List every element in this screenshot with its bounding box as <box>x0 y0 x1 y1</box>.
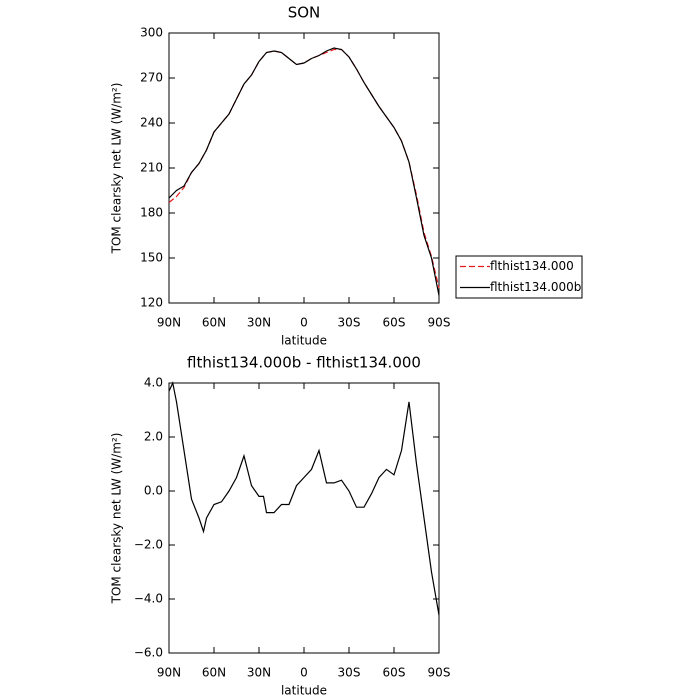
x-tick-label: 90S <box>428 316 451 330</box>
y-tick-label: 2.0 <box>144 430 163 444</box>
y-axis-label: TOM clearsky net LW (W/m²) <box>110 83 124 255</box>
y-tick-label: 4.0 <box>144 376 163 390</box>
x-tick-label: 90S <box>428 666 451 680</box>
series-line <box>168 48 440 289</box>
y-tick-label: 270 <box>140 71 163 85</box>
x-tick-label: 60N <box>202 666 226 680</box>
x-axis-label: latitude <box>281 684 327 698</box>
series-line <box>168 381 440 616</box>
x-tick-label: 60N <box>202 316 226 330</box>
legend-label: flthist134.000 <box>490 259 574 273</box>
y-tick-label: 0.0 <box>144 484 163 498</box>
x-tick-label: 90N <box>157 666 181 680</box>
y-tick-label: 300 <box>140 26 163 40</box>
x-axis-label: latitude <box>281 334 327 348</box>
y-tick-label: −6.0 <box>134 646 163 660</box>
series-line <box>168 47 440 296</box>
plot-frame <box>168 32 440 304</box>
y-tick-label: −4.0 <box>134 592 163 606</box>
y-tick-label: 150 <box>140 251 163 265</box>
legend-box <box>455 255 583 299</box>
chart-title: flthist134.000b - flthist134.000 <box>187 354 421 372</box>
x-tick-label: 30N <box>247 316 271 330</box>
y-tick-label: 210 <box>140 161 163 175</box>
legend-label: flthist134.000b <box>490 280 581 294</box>
x-tick-label: 0 <box>300 666 308 680</box>
y-tick-label: 120 <box>140 296 163 310</box>
x-tick-label: 30N <box>247 666 271 680</box>
x-tick-label: 30S <box>338 316 361 330</box>
x-tick-label: 30S <box>338 666 361 680</box>
x-tick-label: 60S <box>383 316 406 330</box>
y-axis-label: TOM clearsky net LW (W/m²) <box>110 433 124 605</box>
chart-title: SON <box>288 4 321 22</box>
y-tick-label: 240 <box>140 116 163 130</box>
x-tick-label: 60S <box>383 666 406 680</box>
x-tick-label: 0 <box>300 316 308 330</box>
x-tick-label: 90N <box>157 316 181 330</box>
y-tick-label: −2.0 <box>134 538 163 552</box>
y-tick-label: 180 <box>140 206 163 220</box>
plot-frame <box>168 382 440 654</box>
